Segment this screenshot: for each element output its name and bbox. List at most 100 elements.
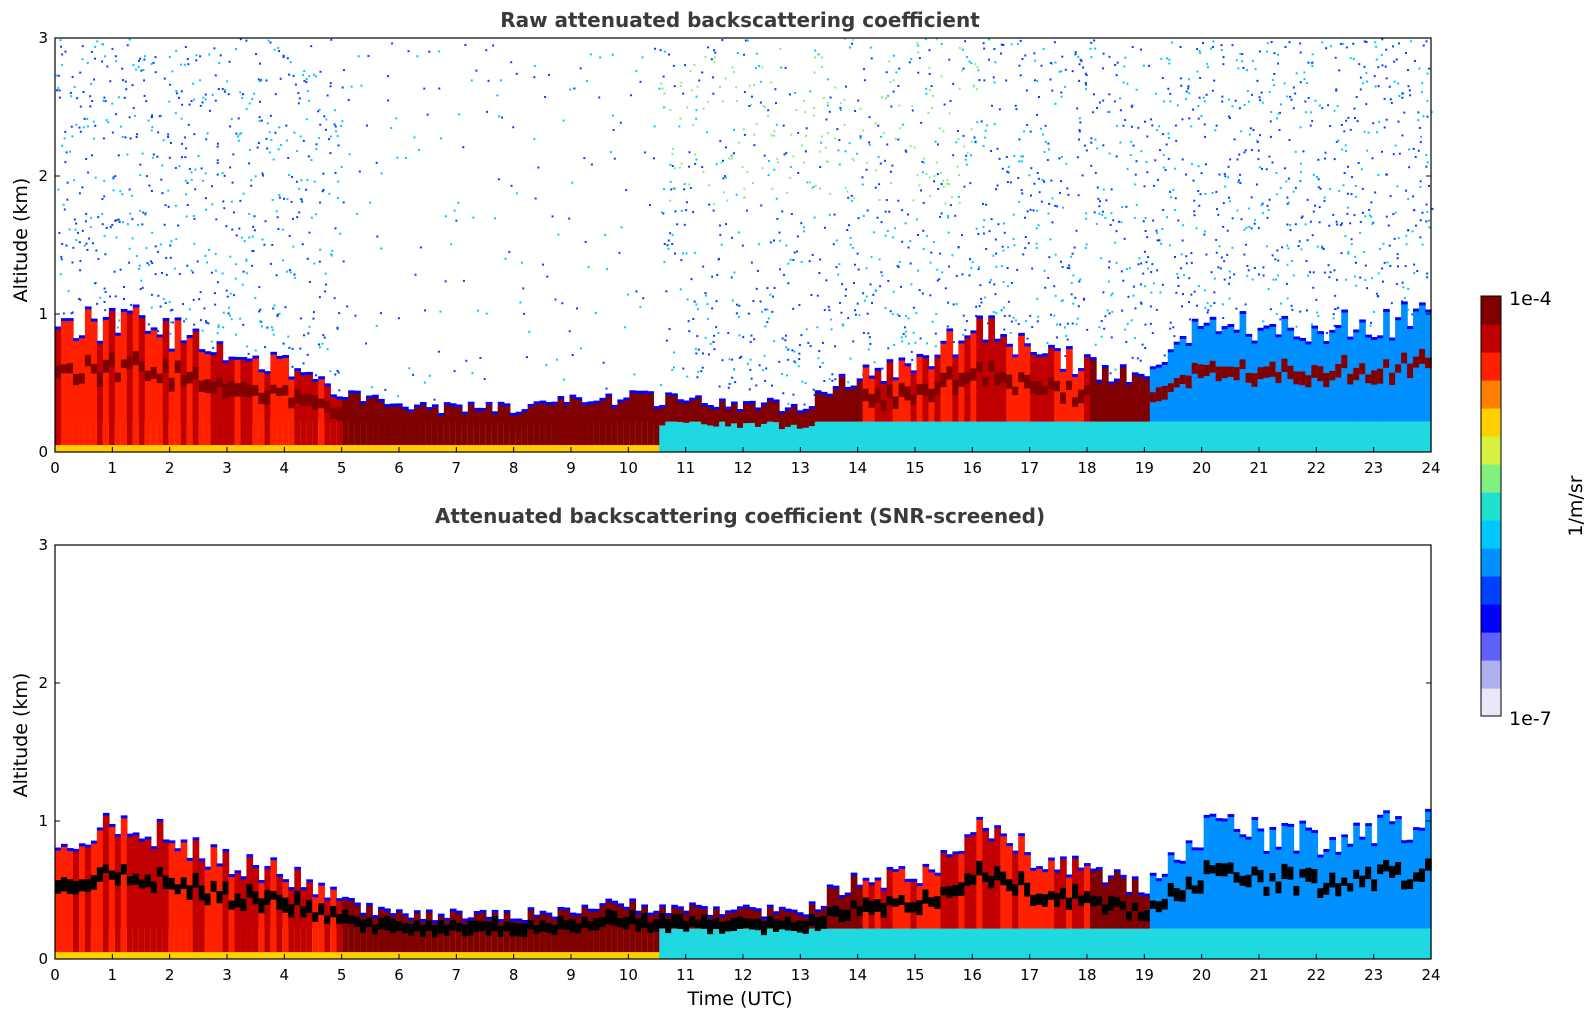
noise-speck <box>1426 115 1429 118</box>
noise-speck <box>829 192 832 195</box>
noise-speck <box>1374 191 1377 194</box>
noise-speck <box>897 84 900 87</box>
noise-speck <box>1156 178 1159 181</box>
noise-speck <box>1013 244 1016 247</box>
noise-speck <box>1402 286 1405 289</box>
noise-speck <box>896 264 899 267</box>
noise-speck <box>704 291 707 294</box>
noise-speck <box>1222 317 1225 320</box>
data-cell <box>1012 883 1019 896</box>
data-cell <box>108 310 116 446</box>
noise-speck <box>846 229 849 232</box>
noise-speck <box>178 165 181 168</box>
noise-speck <box>804 135 807 138</box>
noise-speck <box>291 365 294 368</box>
noise-speck <box>993 283 996 286</box>
noise-speck <box>104 100 107 103</box>
noise-speck <box>1029 314 1032 317</box>
noise-speck <box>273 304 276 307</box>
data-cell <box>294 869 301 953</box>
noise-speck <box>1215 208 1218 211</box>
data-cell <box>898 928 906 959</box>
noise-speck <box>925 87 928 90</box>
noise-speck <box>134 114 137 117</box>
noise-speck <box>274 131 277 134</box>
data-cell <box>563 920 571 930</box>
noise-speck <box>1359 76 1362 79</box>
noise-speck <box>1279 187 1282 190</box>
noise-speck <box>680 259 683 262</box>
noise-speck <box>470 79 473 82</box>
noise-speck <box>301 200 304 203</box>
noise-speck <box>736 303 739 306</box>
data-cell <box>324 897 331 901</box>
noise-speck <box>312 317 315 320</box>
data-cell <box>886 895 894 906</box>
data-cell <box>635 918 642 932</box>
noise-speck <box>437 50 440 53</box>
data-cell <box>719 914 726 918</box>
noise-speck <box>774 88 777 91</box>
noise-speck <box>1285 282 1288 285</box>
noise-speck <box>184 156 187 159</box>
noise-speck <box>1100 335 1103 338</box>
data-cell <box>1311 830 1319 834</box>
data-cell <box>1407 363 1414 379</box>
noise-speck <box>105 226 108 229</box>
data-cell <box>1317 366 1325 382</box>
data-cell <box>754 413 762 427</box>
noise-speck <box>1290 98 1293 101</box>
data-cell <box>569 915 577 953</box>
x-tick-label: 20 <box>1192 966 1211 984</box>
noise-speck <box>209 109 212 112</box>
noise-speck <box>76 97 79 100</box>
data-cell <box>366 395 373 399</box>
noise-speck <box>115 60 118 63</box>
data-cell <box>1203 364 1211 377</box>
data-cell <box>814 916 822 931</box>
data-cell <box>653 406 660 410</box>
data-cell <box>1377 421 1384 452</box>
noise-speck <box>1053 314 1056 317</box>
noise-speck <box>1139 48 1142 51</box>
data-cell <box>934 896 942 909</box>
noise-speck <box>752 300 755 303</box>
noise-speck <box>336 197 339 200</box>
noise-speck <box>676 223 679 226</box>
data-cell <box>222 881 230 895</box>
noise-speck <box>1102 210 1105 213</box>
noise-speck <box>695 117 698 120</box>
data-cell <box>1377 335 1384 339</box>
noise-speck <box>1206 66 1209 69</box>
noise-speck <box>612 129 615 132</box>
data-cell <box>318 882 325 886</box>
noise-speck <box>193 98 196 101</box>
data-cell <box>1054 928 1061 959</box>
noise-speck <box>732 152 735 155</box>
noise-speck <box>1192 179 1195 182</box>
noise-speck <box>908 61 911 64</box>
noise-speck <box>1217 266 1220 269</box>
data-cell <box>401 923 409 934</box>
data-cell <box>1323 928 1330 959</box>
data-cell <box>1197 880 1205 894</box>
data-cell <box>1281 822 1289 826</box>
data-cell <box>1024 421 1031 452</box>
noise-speck <box>598 96 601 99</box>
noise-speck <box>1347 165 1350 168</box>
noise-speck <box>1190 125 1193 128</box>
data-cell <box>635 910 642 914</box>
noise-speck <box>57 188 60 191</box>
noise-speck <box>1250 196 1253 199</box>
noise-speck <box>1081 174 1084 177</box>
data-cell <box>180 374 188 387</box>
data-cell <box>1377 864 1384 875</box>
noise-speck <box>1357 162 1360 165</box>
noise-speck <box>1413 263 1416 266</box>
noise-speck <box>1138 257 1141 260</box>
noise-speck <box>1105 199 1108 202</box>
noise-speck <box>833 213 836 216</box>
data-cell <box>850 872 858 876</box>
data-cell <box>910 421 918 452</box>
noise-speck <box>844 38 847 41</box>
